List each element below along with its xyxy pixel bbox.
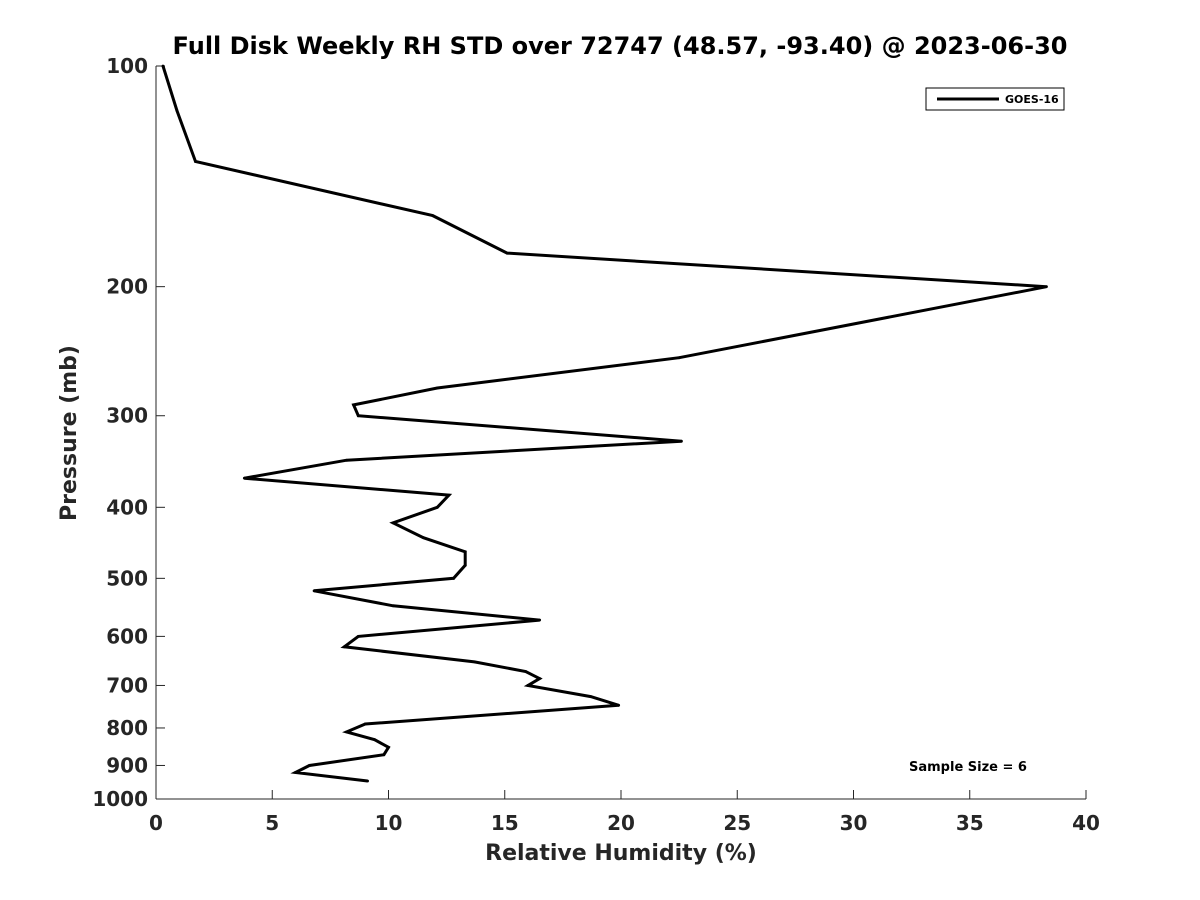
data-point — [373, 738, 376, 742]
data-point — [366, 779, 369, 783]
data-point — [617, 703, 621, 707]
data-point — [677, 356, 681, 360]
data-point — [356, 634, 360, 638]
y-tick-label: 1000 — [92, 787, 148, 811]
data-point — [1045, 285, 1048, 289]
legend: GOES-16 — [925, 87, 1065, 111]
data-point — [447, 493, 451, 497]
data-point — [352, 403, 356, 407]
data-point — [345, 730, 349, 734]
data-point — [308, 764, 311, 767]
data-point — [538, 677, 542, 680]
data-point — [342, 645, 346, 649]
x-tick-label: 20 — [607, 811, 635, 835]
data-point — [524, 670, 528, 673]
sample-size-annotation: Sample Size = 6 — [909, 760, 1027, 775]
data-point — [431, 214, 435, 218]
data-point — [505, 251, 509, 255]
y-tick-label: 800 — [106, 716, 148, 740]
x-axis-ticks: 0 5 10 15 20 25 30 35 40 — [149, 790, 1100, 835]
data-point — [680, 439, 683, 443]
y-tick-label: 300 — [106, 404, 148, 428]
data-point — [538, 618, 542, 622]
data-point — [391, 604, 395, 608]
data-point — [473, 660, 476, 664]
x-axis-label: Relative Humidity (%) — [485, 841, 757, 866]
y-tick-label: 900 — [106, 753, 148, 777]
data-point — [194, 160, 197, 163]
y-tick-label: 400 — [106, 495, 148, 519]
chart-title: Full Disk Weekly RH STD over 72747 (48.5… — [173, 32, 1068, 60]
y-tick-label: 600 — [106, 624, 148, 648]
data-point — [526, 684, 530, 687]
data-point — [175, 109, 179, 112]
data-point — [387, 745, 390, 749]
legend-label: GOES-16 — [1005, 93, 1059, 106]
data-point — [345, 458, 349, 462]
y-tick-label: 200 — [106, 275, 148, 299]
data-point — [463, 550, 467, 554]
x-tick-label: 25 — [723, 811, 751, 835]
x-tick-label: 15 — [491, 811, 519, 835]
data-point — [452, 576, 455, 580]
x-tick-label: 10 — [375, 811, 403, 835]
data-point — [312, 589, 316, 593]
data-point — [242, 476, 246, 480]
data-point — [161, 64, 165, 68]
x-tick-label: 30 — [840, 811, 868, 835]
data-point — [435, 386, 439, 390]
data-point — [294, 771, 297, 774]
x-tick-label: 35 — [956, 811, 984, 835]
x-tick-label: 40 — [1072, 811, 1100, 835]
data-point — [421, 536, 425, 540]
y-axis-label: Pressure (mb) — [57, 345, 82, 521]
data-point — [356, 414, 360, 418]
data-point — [382, 753, 386, 757]
y-tick-label: 700 — [106, 673, 148, 697]
data-point — [363, 722, 367, 726]
data-point — [435, 505, 439, 509]
data-point — [391, 521, 395, 525]
data-point — [589, 695, 593, 699]
data-point — [463, 563, 467, 567]
x-tick-label: 5 — [265, 811, 279, 835]
y-tick-label: 100 — [106, 54, 148, 78]
y-tick-label: 500 — [106, 566, 148, 590]
x-tick-label: 0 — [149, 811, 163, 835]
data-series — [161, 64, 1048, 783]
y-axis-ticks: 100 200 300 400 500 600 700 800 900 1000 — [92, 54, 165, 811]
